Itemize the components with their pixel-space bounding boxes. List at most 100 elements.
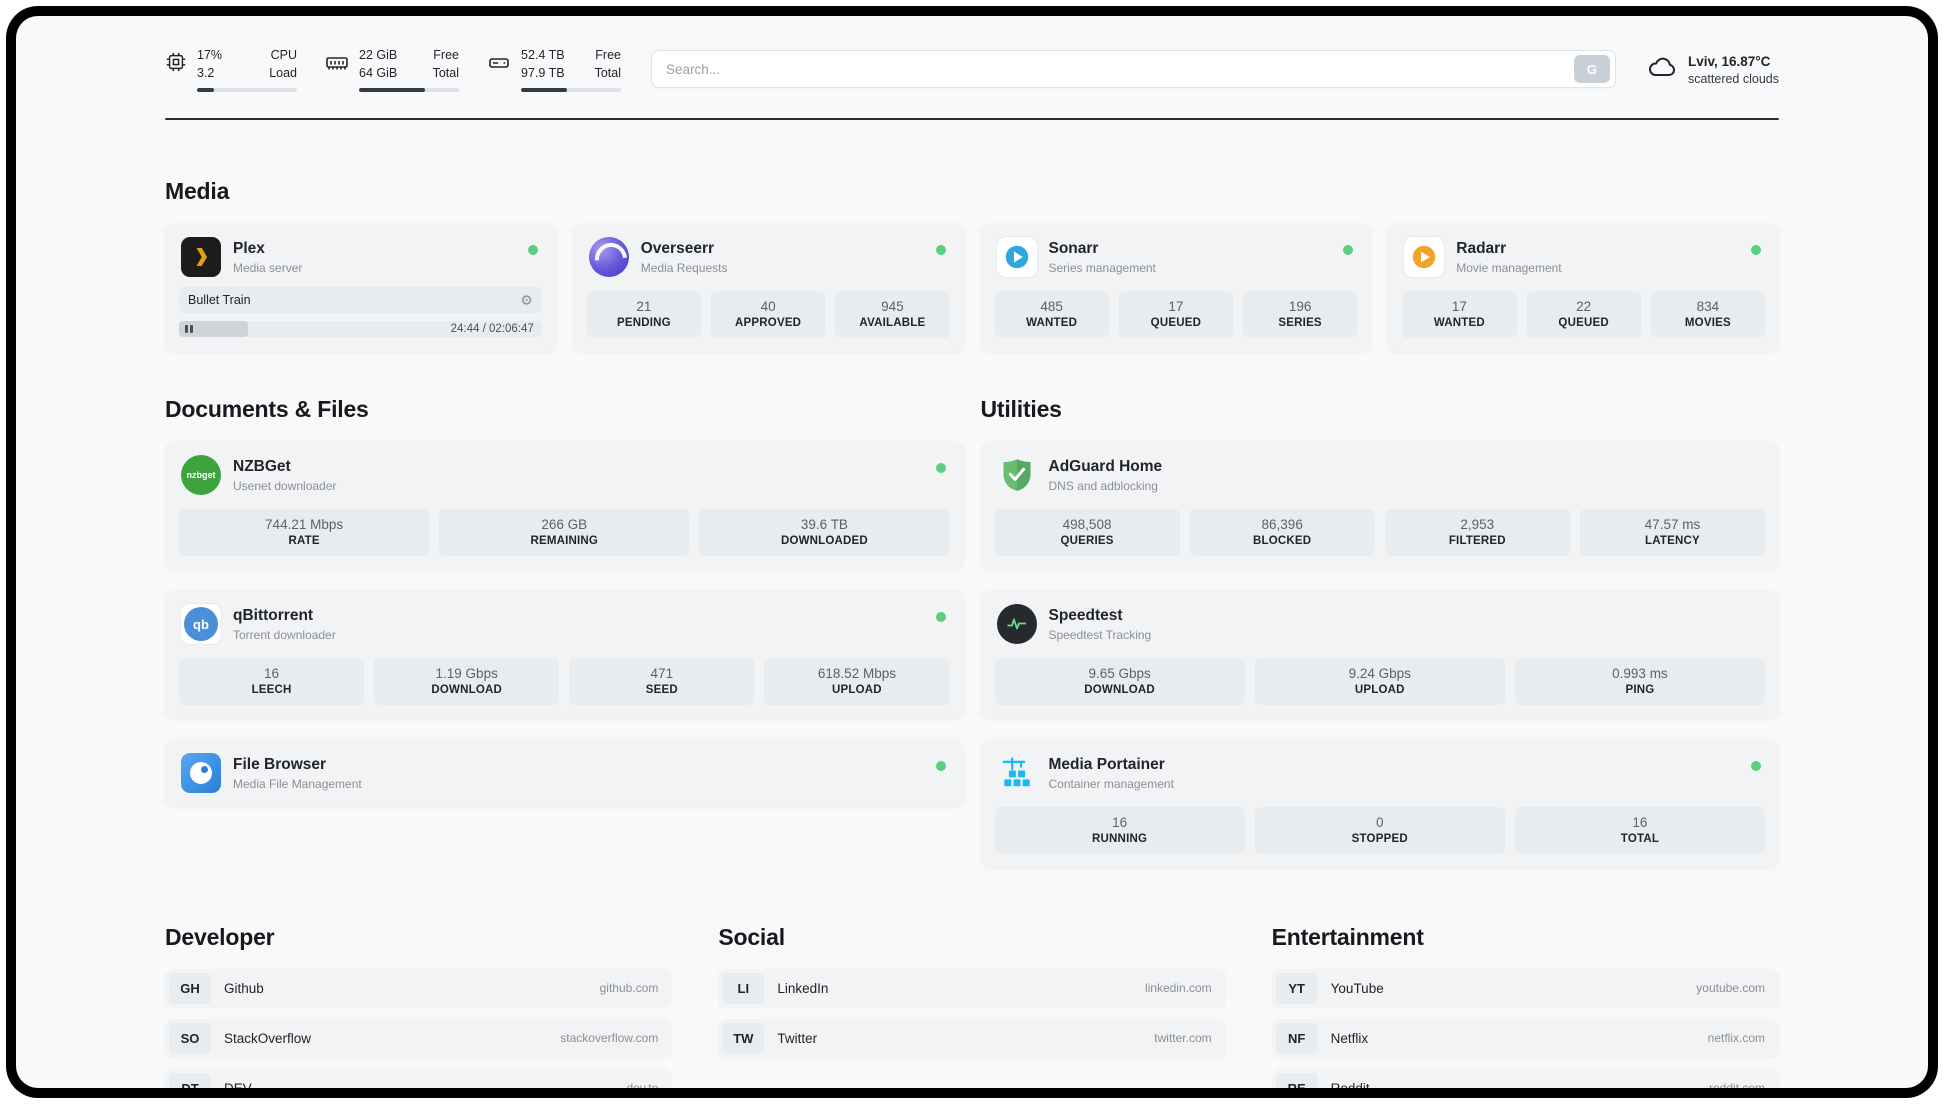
- app-card-adguard[interactable]: AdGuard Home DNS and adblocking 498,508 …: [980, 441, 1779, 571]
- portainer-icon: [997, 753, 1037, 793]
- stat-approved: 40 APPROVED: [711, 291, 826, 339]
- bookmark-name: Github: [224, 980, 264, 996]
- bookmark-dev[interactable]: DT DEV dev.to: [165, 1069, 673, 1088]
- app-name: NZBGet: [233, 457, 291, 475]
- bookmark-name: Netflix: [1330, 1030, 1369, 1046]
- sonarr-icon: [996, 237, 1037, 278]
- bookmark-netflix[interactable]: NF Netflix netflix.com: [1271, 1019, 1779, 1058]
- bookmark-abbr: GH: [169, 972, 211, 1004]
- app-subtitle: DNS and adblocking: [1048, 478, 1158, 493]
- speedtest-icon: [996, 604, 1037, 645]
- bookmark-abbr: LI: [722, 972, 765, 1004]
- app-subtitle: Media Requests: [640, 260, 728, 275]
- playback-progress-bar: 24:44 / 02:06:47: [179, 321, 542, 338]
- stat-pending: 21 PENDING: [586, 291, 701, 339]
- app-card-filebrowser[interactable]: File Browser Media File Management: [165, 739, 964, 808]
- bookmark-github[interactable]: GH Github github.com: [165, 969, 673, 1008]
- radarr-icon: [1404, 237, 1445, 278]
- app-subtitle: Series management: [1048, 260, 1156, 275]
- ram-free-label: Free: [433, 48, 459, 62]
- app-name: AdGuard Home: [1048, 457, 1163, 475]
- app-card-qbittorrent[interactable]: qb qBittorrent Torrent downloader 16 LEE…: [165, 590, 964, 720]
- app-name: Sonarr: [1048, 239, 1099, 257]
- stat-running: 16 RUNNING: [994, 807, 1245, 855]
- stat-available: 945 AVAILABLE: [835, 291, 950, 339]
- utilities-column: Utilities AdGuard Home DNS and adblockin…: [980, 396, 1779, 869]
- bookmark-url: reddit.com: [1709, 1081, 1765, 1088]
- bookmark-url: netflix.com: [1707, 1031, 1765, 1046]
- app-name: Overseerr: [640, 239, 715, 257]
- app-card-plex[interactable]: Plex Media server Bullet Train ⚙ 24:44 /…: [165, 223, 556, 353]
- bookmark-name: Twitter: [777, 1030, 818, 1046]
- media-grid: Plex Media server Bullet Train ⚙ 24:44 /…: [165, 223, 1779, 353]
- bookmark-twitter[interactable]: TW Twitter twitter.com: [718, 1019, 1226, 1058]
- app-card-speedtest[interactable]: Speedtest Speedtest Tracking 9.65 Gbps D…: [980, 590, 1779, 720]
- stat-queries: 498,508 QUERIES: [994, 509, 1180, 557]
- filebrowser-icon: [181, 753, 221, 794]
- documents-column: Documents & Files nzbget NZBGet Usenet d…: [165, 396, 964, 868]
- stat-seed: 471 SEED: [569, 658, 755, 706]
- section-title-utilities: Utilities: [980, 396, 1062, 423]
- now-playing-title: Bullet Train: [188, 293, 251, 308]
- stat-download: 1.19 Gbps DOWNLOAD: [374, 658, 560, 706]
- bookmark-url: github.com: [599, 981, 659, 996]
- stat-download: 9.65 Gbps DOWNLOAD: [994, 658, 1245, 706]
- search-box: G: [651, 50, 1616, 89]
- app-name: Speedtest: [1048, 606, 1123, 624]
- stat-movies: 834 MOVIES: [1650, 291, 1765, 339]
- cpu-progress-bar: [197, 88, 297, 93]
- bookmark-youtube[interactable]: YT YouTube youtube.com: [1271, 969, 1779, 1008]
- app-name: File Browser: [233, 755, 327, 773]
- bookmark-reddit[interactable]: RE Reddit reddit.com: [1271, 1069, 1779, 1088]
- bookmark-linkedin[interactable]: LI LinkedIn linkedin.com: [718, 969, 1226, 1008]
- stat-upload: 618.52 Mbps UPLOAD: [764, 658, 950, 706]
- bookmark-abbr: SO: [169, 1022, 211, 1054]
- section-title-entertainment: Entertainment: [1271, 924, 1424, 951]
- app-card-radarr[interactable]: Radarr Movie management 17 WANTED 22 QUE…: [1388, 223, 1779, 353]
- weather-condition: scattered clouds: [1687, 71, 1779, 86]
- bookmark-name: Reddit: [1331, 1081, 1696, 1088]
- online-status-dot: [935, 245, 946, 256]
- header-divider: [165, 118, 1779, 121]
- online-status-dot: [527, 245, 538, 256]
- online-status-dot: [1751, 761, 1761, 772]
- stat-total: 16 TOTAL: [1514, 807, 1766, 855]
- app-card-overseerr[interactable]: Overseerr Media Requests 21 PENDING 40 A…: [572, 223, 964, 353]
- app-name: qBittorrent: [233, 606, 314, 624]
- search-input[interactable]: [666, 61, 1574, 77]
- app-card-nzbget[interactable]: nzbget NZBGet Usenet downloader 744.21 M…: [165, 441, 964, 571]
- bookmark-url: stackoverflow.com: [560, 1031, 659, 1046]
- ram-total-label: Total: [432, 66, 459, 81]
- stat-latency: 47.57 ms LATENCY: [1579, 509, 1765, 557]
- online-status-dot: [935, 463, 946, 474]
- disk-icon: [487, 51, 511, 75]
- app-name: Plex: [233, 239, 265, 257]
- cpu-widget: 17% 3.2 CPU Load: [165, 46, 297, 93]
- pause-icon: [185, 325, 193, 334]
- nzbget-icon: nzbget: [181, 455, 221, 496]
- app-subtitle: Container management: [1048, 776, 1174, 791]
- stat-blocked: 86,396 BLOCKED: [1189, 509, 1375, 557]
- app-subtitle: Usenet downloader: [233, 478, 337, 493]
- stat-wanted: 17 WANTED: [1402, 291, 1517, 339]
- section-title-developer: Developer: [165, 924, 275, 951]
- cpu-icon: [165, 51, 187, 73]
- app-card-sonarr[interactable]: Sonarr Series management 485 WANTED 17 Q…: [980, 223, 1372, 353]
- gear-icon[interactable]: ⚙: [520, 292, 533, 309]
- app-card-portainer[interactable]: Media Portainer Container management 16 …: [980, 739, 1779, 869]
- ram-free-value: 22 GiB: [359, 48, 398, 62]
- adguard-icon: [997, 455, 1037, 495]
- search-engine-button[interactable]: G: [1573, 55, 1610, 84]
- online-status-dot: [935, 612, 946, 623]
- bookmark-name: DEV: [224, 1081, 614, 1088]
- app-subtitle: Speedtest Tracking: [1048, 627, 1152, 642]
- bookmark-stackoverflow[interactable]: SO StackOverflow stackoverflow.com: [165, 1019, 673, 1058]
- disk-progress-bar: [521, 88, 621, 93]
- disk-widget: 52.4 TB 97.9 TB Free Total: [487, 46, 621, 93]
- app-subtitle: Media server: [233, 260, 303, 275]
- stat-upload: 9.24 Gbps UPLOAD: [1254, 658, 1505, 706]
- section-title-social: Social: [718, 924, 785, 951]
- cpu-load-value: 3.2: [197, 66, 215, 81]
- stat-queued: 17 QUEUED: [1118, 291, 1233, 339]
- section-title-media: Media: [165, 178, 230, 205]
